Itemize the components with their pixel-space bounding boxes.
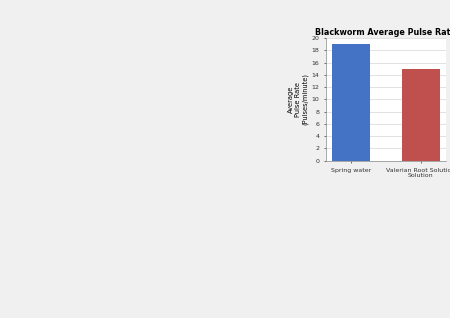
Bar xyxy=(401,69,440,161)
Title: Blackworm Average Pulse Rate: Blackworm Average Pulse Rate xyxy=(315,28,450,38)
Bar xyxy=(332,44,370,161)
Y-axis label: Average
Pulse Rate
(Pulses/minute): Average Pulse Rate (Pulses/minute) xyxy=(288,73,309,125)
